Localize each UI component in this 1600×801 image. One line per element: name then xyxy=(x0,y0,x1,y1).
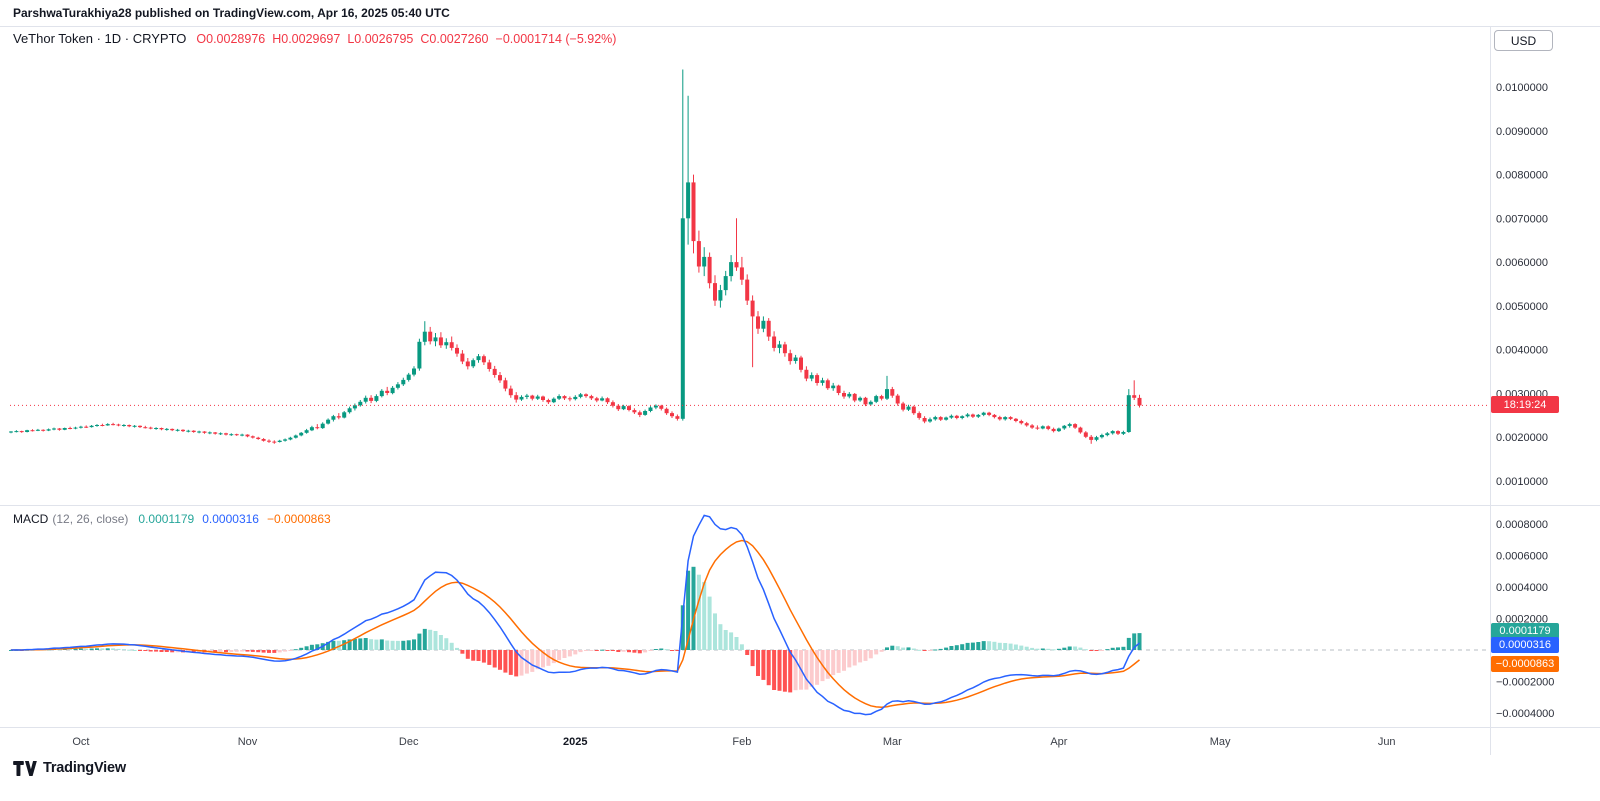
time-axis-label: Apr xyxy=(1050,736,1067,748)
macd-signal-badge: −0.0000863 xyxy=(1491,655,1559,672)
price-axis-label: 0.0020000 xyxy=(1496,432,1548,444)
countdown-badge: 18:19:24 xyxy=(1491,396,1559,414)
macd-signal-value: −0.0000863 xyxy=(266,512,331,526)
macd-axis-label: −0.0004000 xyxy=(1496,708,1554,720)
macd-title[interactable]: MACD xyxy=(13,512,49,526)
ohlc-high: H0.0029697 xyxy=(272,32,341,46)
time-axis-label: May xyxy=(1210,736,1231,748)
time-axis-label: Dec xyxy=(399,736,419,748)
macd-lines xyxy=(10,514,1140,716)
price-axis-label: 0.0090000 xyxy=(1496,126,1548,138)
candlestick-series xyxy=(9,69,1142,444)
time-axis-label: Mar xyxy=(883,736,902,748)
price-axis-label: 0.0080000 xyxy=(1496,170,1548,182)
ohlc-low: L0.0026795 xyxy=(347,32,414,46)
time-axis[interactable]: Oct Nov Dec 2025 Feb Mar Apr May Jun xyxy=(72,736,1395,748)
time-axis-label: Feb xyxy=(732,736,751,748)
price-axis-label: 0.0100000 xyxy=(1496,82,1548,94)
symbol-header: VeThor Token · 1D · CRYPTO O0.0028976 H0.0… xyxy=(13,31,623,46)
macd-hist-value: 0.0001179 xyxy=(138,512,195,526)
price-axis-label: 0.0070000 xyxy=(1496,213,1548,225)
ohlc-close: C0.0027260 xyxy=(420,32,489,46)
time-axis-label: Nov xyxy=(238,736,258,748)
macd-axis-label: −0.0002000 xyxy=(1496,677,1554,689)
macd-params: (12, 26, close) xyxy=(52,512,129,526)
macd-histogram xyxy=(9,566,1142,693)
symbol-title[interactable]: VeThor Token · 1D · CRYPTO xyxy=(13,31,187,46)
price-axis-label: 0.0040000 xyxy=(1496,345,1548,357)
tradingview-logo-text: TradingView xyxy=(43,760,126,776)
publish-text: ParshwaTurakhiya28 published on TradingV… xyxy=(13,6,450,20)
macd-line-value: 0.0000316 xyxy=(202,512,259,526)
price-axis-label: 0.0060000 xyxy=(1496,257,1548,269)
ohlc-change: −0.0001714 (−5.92%) xyxy=(495,32,617,46)
macd-axis-label: 0.0004000 xyxy=(1496,582,1548,594)
macd-axis-label: 0.0008000 xyxy=(1496,519,1548,531)
tradingview-mark-icon xyxy=(13,760,37,776)
macd-main-line xyxy=(10,514,1140,716)
price-axis-label: 0.0010000 xyxy=(1496,476,1548,488)
macd-signal-line xyxy=(11,539,1140,709)
publish-bar: ParshwaTurakhiya28 published on TradingV… xyxy=(0,0,1600,27)
currency-button[interactable]: USD xyxy=(1494,30,1553,51)
time-axis-label: Oct xyxy=(72,736,89,748)
macd-axis-label: 0.0002000 xyxy=(1496,614,1548,626)
macd-value-badge: 0.0000316 xyxy=(1491,637,1559,653)
macd-hist-badge: 0.0001179 xyxy=(1491,623,1559,640)
macd-header: MACD (12, 26, close) 0.0001179 0.0000316 −0.… xyxy=(13,512,331,526)
price-axis[interactable]: 0.0100000 0.0090000 0.0080000 0.0070000 0.00… xyxy=(1496,82,1554,720)
macd-axis-label: 0.0006000 xyxy=(1496,551,1548,563)
ohlc-open: O0.0028976 xyxy=(196,32,266,46)
tradingview-logo[interactable]: TradingView xyxy=(13,760,126,776)
price-axis-label: 0.0050000 xyxy=(1496,301,1548,313)
time-axis-label: Jun xyxy=(1378,736,1396,748)
time-axis-label: 2025 xyxy=(563,736,587,748)
